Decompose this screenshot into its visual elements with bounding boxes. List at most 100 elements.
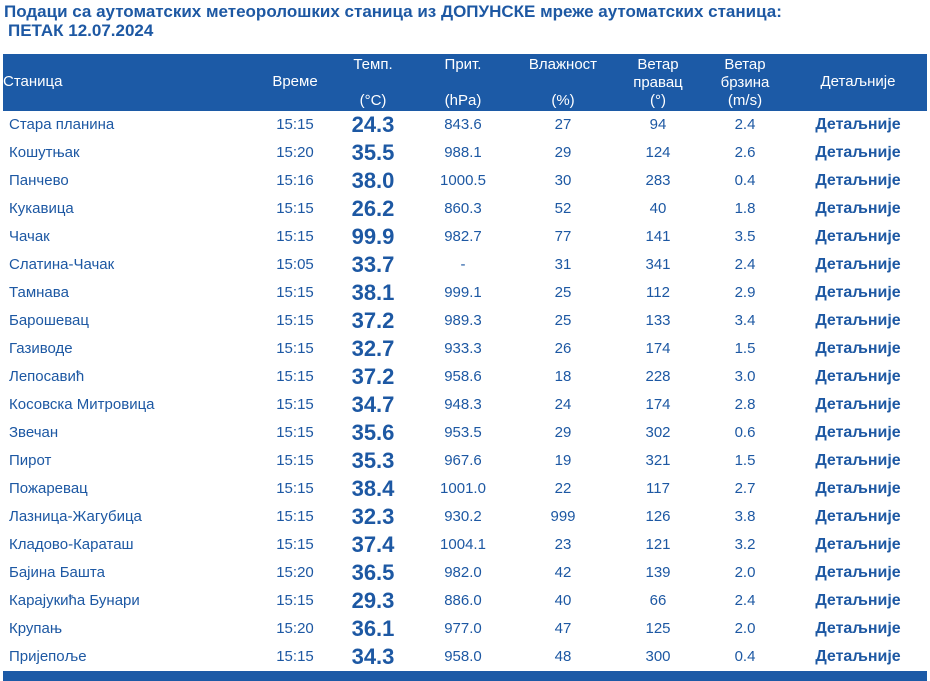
- time: 15:15: [276, 200, 314, 217]
- header-pressure: Прит.: [444, 56, 482, 73]
- station-name: Крупањ: [9, 620, 63, 637]
- details-link[interactable]: Детаљније: [815, 564, 901, 581]
- station-name: Лазница-Жагубица: [9, 508, 142, 525]
- time: 15:20: [276, 564, 314, 581]
- details-link[interactable]: Детаљније: [815, 312, 901, 329]
- temperature: 38.4: [351, 476, 395, 501]
- table-row: Барошевац 15:15 37.2 989.3 25 133 3.4 Детаљније: [3, 307, 927, 335]
- pressure: -: [460, 256, 466, 273]
- time: 15:20: [276, 620, 314, 637]
- table-row: Чачак 15:15 99.9 982.7 77 141 3.5 Детаљније: [3, 223, 927, 251]
- time: 15:15: [276, 396, 314, 413]
- page-title: Подаци са аутоматских метеоролошких стан…: [4, 2, 782, 40]
- temperature: 34.7: [351, 392, 395, 417]
- table-row: Пожаревац 15:15 38.4 1001.0 22 117 2.7 Детаљниј…: [3, 475, 927, 503]
- time: 15:15: [276, 648, 314, 665]
- wind-speed: 1.5: [734, 340, 756, 357]
- details-link[interactable]: Детаљније: [815, 480, 901, 497]
- humidity: 48: [554, 648, 572, 665]
- table-row: Крупањ 15:20 36.1 977.0 47 125 2.0 Детаљније: [3, 615, 927, 643]
- table-row: Газиводе 15:15 32.7 933.3 26 174 1.5 Детаљније: [3, 335, 927, 363]
- humidity: 29: [554, 144, 572, 161]
- temperature: 38.0: [351, 168, 395, 193]
- time: 15:16: [276, 172, 314, 189]
- temperature: 24.3: [351, 112, 395, 137]
- pressure: 958.6: [444, 368, 482, 385]
- pressure: 843.6: [444, 116, 482, 133]
- temperature: 35.5: [351, 140, 395, 165]
- time: 15:15: [276, 116, 314, 133]
- temperature: 34.3: [351, 644, 395, 669]
- pressure: 953.5: [444, 424, 482, 441]
- wind-direction: 228: [645, 368, 671, 385]
- table-row: Стара планина 15:15 24.3 843.6 27 94 2.4 Детаљн…: [3, 111, 927, 139]
- humidity: 40: [554, 592, 572, 609]
- details-link[interactable]: Детаљније: [815, 116, 901, 133]
- details-link[interactable]: Детаљније: [815, 368, 901, 385]
- details-link[interactable]: Детаљније: [815, 452, 901, 469]
- humidity: 23: [554, 536, 572, 553]
- humidity: 25: [554, 284, 572, 301]
- wind-direction: 125: [645, 620, 671, 637]
- details-link[interactable]: Детаљније: [815, 424, 901, 441]
- humidity: 42: [554, 564, 572, 581]
- details-link[interactable]: Детаљније: [815, 396, 901, 413]
- wind-direction: 117: [646, 480, 670, 497]
- details-link[interactable]: Детаљније: [815, 144, 901, 161]
- temperature: 32.3: [351, 504, 395, 529]
- table-row: Лепосавић 15:15 37.2 958.6 18 228 3.0 Детаљније: [3, 363, 927, 391]
- humidity: 77: [554, 228, 572, 245]
- temperature: 32.7: [351, 336, 395, 361]
- wind-direction: 66: [649, 592, 667, 609]
- details-link[interactable]: Детаљније: [815, 592, 901, 609]
- wind-speed: 0.6: [734, 424, 756, 441]
- pressure: 933.3: [444, 340, 482, 357]
- station-name: Кошутњак: [9, 144, 80, 161]
- wind-speed: 2.4: [734, 592, 756, 609]
- wind-direction: 126: [645, 508, 671, 525]
- table-header: Станица Време Темп. (°C) Прит. (hPa) Вла…: [3, 54, 927, 111]
- details-link[interactable]: Детаљније: [815, 228, 901, 245]
- table-row: Слатина-Чачак 15:05 33.7 - 31 341 2.4 Детаљније: [3, 251, 927, 279]
- temperature: 35.6: [351, 420, 395, 445]
- humidity: 22: [554, 480, 572, 497]
- wind-direction: 139: [645, 564, 671, 581]
- temperature: 38.1: [351, 280, 395, 305]
- wind-speed: 2.6: [734, 144, 756, 161]
- humidity: 52: [554, 200, 572, 217]
- details-link[interactable]: Детаљније: [815, 284, 901, 301]
- details-link[interactable]: Детаљније: [815, 340, 901, 357]
- time: 15:15: [276, 284, 314, 301]
- table-row: Пријепоље 15:15 34.3 958.0 48 300 0.4 Детаљније: [3, 643, 927, 671]
- details-link[interactable]: Детаљније: [815, 648, 901, 665]
- time: 15:15: [276, 480, 314, 497]
- details-link[interactable]: Детаљније: [815, 508, 901, 525]
- temperature: 35.3: [351, 448, 395, 473]
- wind-speed: 3.4: [734, 312, 756, 329]
- humidity: 30: [554, 172, 572, 189]
- details-link[interactable]: Детаљније: [815, 536, 901, 553]
- station-name: Бајина Башта: [9, 564, 105, 581]
- header-wind-speed-unit: (m/s): [727, 92, 763, 109]
- details-link[interactable]: Детаљније: [815, 200, 901, 217]
- humidity: 19: [554, 452, 572, 469]
- details-link[interactable]: Детаљније: [815, 620, 901, 637]
- wind-speed: 2.7: [734, 480, 756, 497]
- wind-speed: 2.4: [734, 116, 756, 133]
- station-name: Кукавица: [9, 200, 74, 217]
- humidity: 26: [554, 340, 572, 357]
- wind-speed: 2.8: [734, 396, 756, 413]
- details-link[interactable]: Детаљније: [815, 256, 901, 273]
- table-row: Кладово-Караташ 15:15 37.4 1004.1 23 121 3.2 Де…: [3, 531, 927, 559]
- details-link[interactable]: Детаљније: [815, 172, 901, 189]
- header-time: Време: [272, 73, 318, 90]
- temperature: 36.1: [351, 616, 395, 641]
- table-row: Бајина Башта 15:20 36.5 982.0 42 139 2.0 Детаљн…: [3, 559, 927, 587]
- temperature: 37.4: [351, 532, 395, 557]
- header-station: Станица: [3, 73, 63, 90]
- station-name: Стара планина: [9, 116, 115, 133]
- station-name: Панчево: [9, 172, 69, 189]
- wind-speed: 1.5: [734, 452, 756, 469]
- table-row: Тамнава 15:15 38.1 999.1 25 112 2.9 Детаљније: [3, 279, 927, 307]
- pressure: 860.3: [444, 200, 482, 217]
